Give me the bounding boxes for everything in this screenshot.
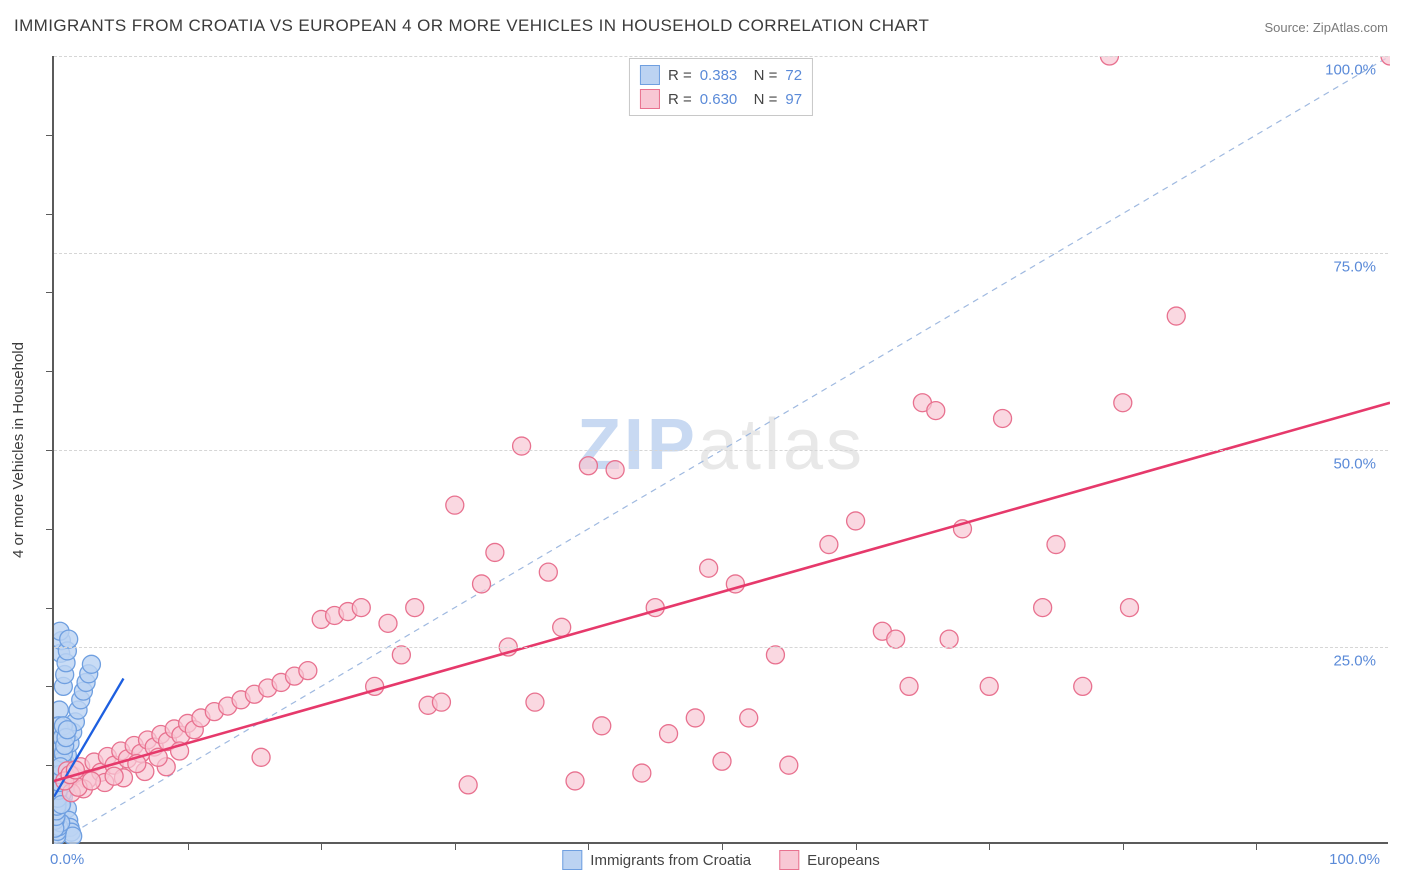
- y-tick: [46, 529, 54, 530]
- bottom-legend-label-1: Immigrants from Croatia: [590, 852, 751, 869]
- y-tick: [46, 371, 54, 372]
- y-axis-title: 4 or more Vehicles in Household: [10, 342, 27, 558]
- x-tick: [588, 842, 589, 850]
- x-tick: [856, 842, 857, 850]
- x-axis-label: 100.0%: [1329, 851, 1380, 868]
- legend-n-label: N =: [745, 67, 777, 84]
- y-tick: [46, 608, 54, 609]
- x-tick: [989, 842, 990, 850]
- y-tick: [46, 450, 54, 451]
- legend-row-series1: R = 0.383 N = 72: [640, 63, 802, 87]
- x-tick: [455, 842, 456, 850]
- x-axis-label: 0.0%: [50, 851, 84, 868]
- bottom-legend-label-2: Europeans: [807, 852, 880, 869]
- legend-swatch-2: [640, 89, 660, 109]
- y-axis-label: 100.0%: [1325, 62, 1376, 79]
- x-tick: [188, 842, 189, 850]
- plot-area: ZIPatlas R = 0.383 N = 72 R = 0.630 N = …: [52, 56, 1388, 844]
- legend-row-series2: R = 0.630 N = 97: [640, 87, 802, 111]
- bottom-swatch-2: [779, 850, 799, 870]
- legend-swatch-1: [640, 65, 660, 85]
- legend-n-value-2: 97: [785, 91, 802, 108]
- bottom-legend: Immigrants from Croatia Europeans: [562, 850, 879, 870]
- gridline-h: [54, 450, 1388, 451]
- x-tick: [321, 842, 322, 850]
- x-tick: [1123, 842, 1124, 850]
- y-axis-label: 50.0%: [1333, 456, 1376, 473]
- y-tick: [46, 686, 54, 687]
- y-axis-label: 75.0%: [1333, 259, 1376, 276]
- gridline-h: [54, 253, 1388, 254]
- y-tick: [46, 214, 54, 215]
- legend-n-value-1: 72: [785, 67, 802, 84]
- source-label: Source: ZipAtlas.com: [1264, 20, 1388, 35]
- legend-r-value-2: 0.630: [700, 91, 738, 108]
- chart-title: IMMIGRANTS FROM CROATIA VS EUROPEAN 4 OR…: [14, 16, 929, 36]
- bottom-swatch-1: [562, 850, 582, 870]
- legend-r-label: R =: [668, 67, 692, 84]
- y-axis-label: 25.0%: [1333, 653, 1376, 670]
- gridline-h: [54, 647, 1388, 648]
- legend-n-label: N =: [745, 91, 777, 108]
- x-tick: [722, 842, 723, 850]
- y-tick: [46, 135, 54, 136]
- legend-r-label: R =: [668, 91, 692, 108]
- bottom-legend-item-1: Immigrants from Croatia: [562, 850, 751, 870]
- y-tick: [46, 292, 54, 293]
- gridline-h: [54, 56, 1388, 57]
- legend-r-value-1: 0.383: [700, 67, 738, 84]
- x-tick: [1256, 842, 1257, 850]
- y-tick: [46, 765, 54, 766]
- bottom-legend-item-2: Europeans: [779, 850, 880, 870]
- correlation-legend: R = 0.383 N = 72 R = 0.630 N = 97: [629, 58, 813, 116]
